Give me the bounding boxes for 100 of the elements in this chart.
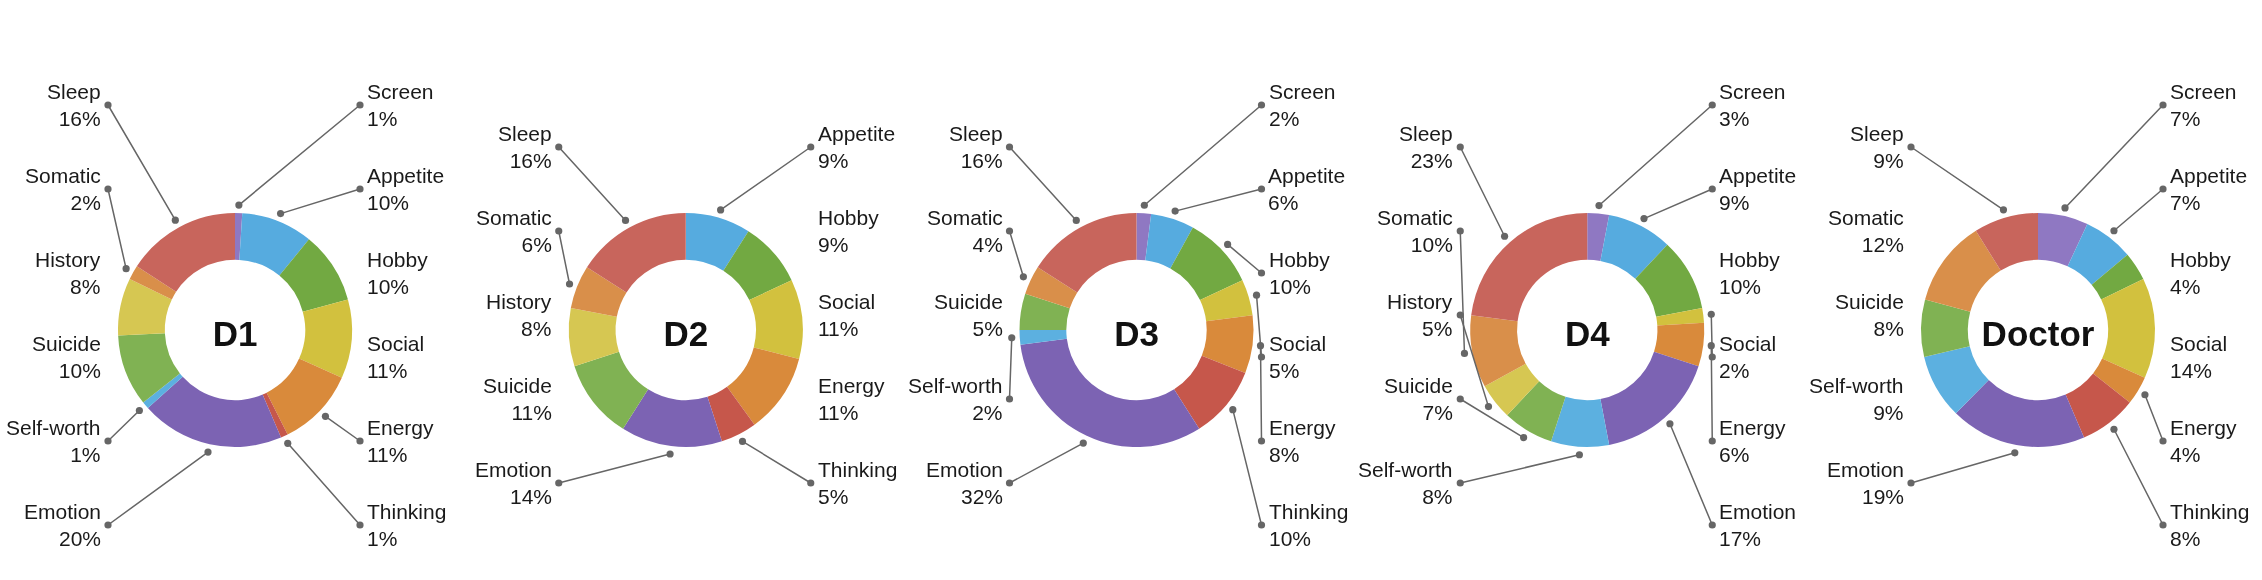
donut-slice [143,373,183,409]
slice-label: Hobby [1269,248,1331,271]
donut-slice [723,231,792,301]
slice-label: Screen [367,80,434,103]
slice-label: Social [367,332,425,355]
data-label: 10% [1410,233,1453,257]
slice-label: Appetite [367,164,445,187]
donut-slice [2091,254,2144,300]
donut-slice [1201,315,1254,374]
donut-slice [1037,213,1137,293]
slice-label: Suicide [483,374,552,397]
data-label: 3% [1719,107,1750,131]
donut-slice [1654,322,1705,367]
donut-slice [1955,380,2085,447]
data-label: 23% [1410,149,1453,173]
donut-slice [749,280,803,360]
donut-slice [1200,280,1253,322]
data-label: 32% [961,485,1004,509]
donut-slice [727,347,800,425]
donut-slice [2065,373,2130,438]
data-label: 10% [1269,527,1312,551]
data-label: 10% [1719,275,1762,299]
donut-slice [235,213,243,260]
slice-label: Self-worth [1809,374,1904,397]
donut-slice [1470,315,1526,387]
slice-label: Energy [1719,416,1787,439]
donut-slice [1136,213,1152,261]
donut-slice [2067,223,2128,285]
slice-label: Somatic [25,164,101,187]
data-label: 1% [367,107,398,131]
data-label: 9% [818,233,849,257]
slice-label: Hobby [1719,248,1781,271]
text: D1 [212,313,258,353]
slice-label: History [1387,290,1453,313]
text: Doctor [1981,313,2095,353]
donut-slice [1656,308,1705,326]
slice-label: Self-worth [908,374,1003,397]
data-label: 6% [1719,443,1750,467]
data-label: 8% [1269,443,1300,467]
slice-label: Emotion [475,458,553,481]
data-label: 10% [367,191,410,215]
donut-slice [1484,363,1540,416]
slice-label: Social [2170,332,2228,355]
data-label: 9% [1719,191,1750,215]
text: D4 [1564,313,1611,353]
data-label: 5% [1269,359,1300,383]
donut-slice [118,333,180,403]
slice-label: Social [1269,332,1327,355]
donut-slice [586,213,686,293]
data-label: 6% [1268,191,1299,215]
donut-slice [1145,213,1193,269]
slice-label: Self-worth [1358,458,1453,481]
data-label: 5% [818,485,849,509]
donut-slice [2038,213,2088,267]
data-label: 2% [972,401,1003,425]
donut-slice [623,389,722,447]
slice-label: History [35,248,101,271]
donut-slice [239,213,309,276]
donut-slice [1025,267,1078,309]
data-label: 4% [2170,275,2201,299]
data-label: 19% [1862,485,1905,509]
slice-label: History [486,290,552,313]
slice-label: Sleep [949,122,1003,145]
donut-slice [1507,381,1566,442]
slice-label: Screen [2170,80,2237,103]
slice-label: Emotion [24,500,102,523]
donut-slice [568,308,619,367]
donut-slice [685,213,749,271]
slice-label: Somatic [927,206,1003,229]
donut-slice [299,299,352,378]
donut-slice [570,267,627,317]
data-label: 8% [520,317,552,341]
slice-label: Appetite [818,122,896,145]
slice-label: Sleep [498,122,552,145]
donut-slice [1925,230,2001,312]
data-label: 5% [972,317,1003,341]
slice-label: Energy [1269,416,1337,439]
donut-slice [1019,330,1067,345]
donut-slice [1170,227,1243,301]
slice-label: Somatic [476,206,552,229]
data-label: 5% [1421,317,1453,341]
donut-slice [2093,358,2145,403]
slice-label: Emotion [1827,458,1905,481]
donut-slice [118,279,172,336]
donut-slice [1019,293,1070,330]
data-label: 8% [69,275,101,299]
data-label: 8% [2170,527,2201,551]
data-label: 8% [1422,485,1453,509]
data-label: 11% [367,443,408,467]
data-label: 4% [2170,443,2201,467]
donut-slice [1921,299,1971,358]
data-label: 11% [818,317,859,341]
data-label: 11% [511,401,552,425]
data-label: 14% [2170,359,2213,383]
data-label: 1% [70,443,101,467]
data-label: 11% [367,359,408,383]
donut-slice [129,266,177,300]
donut-slice [1174,355,1246,429]
slice-label: Hobby [2170,248,2232,271]
slice-label: Thinking [2170,500,2250,523]
